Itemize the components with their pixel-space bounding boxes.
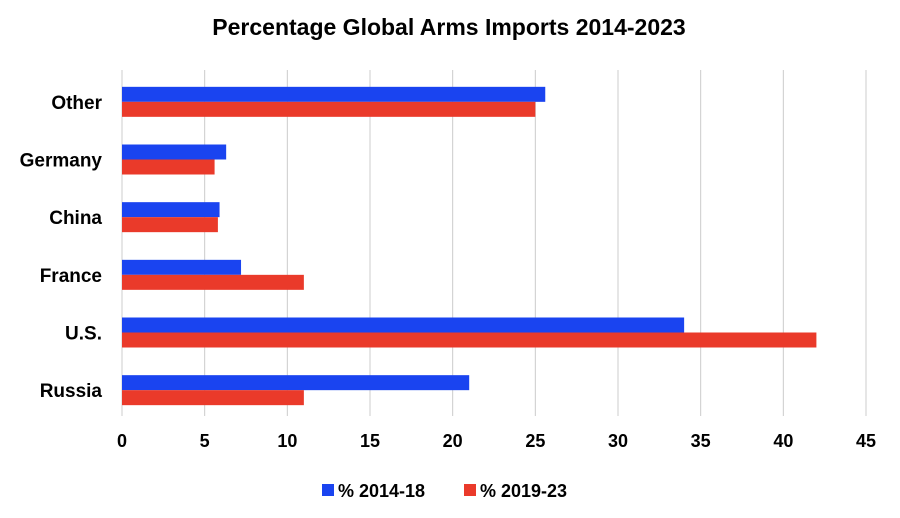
legend-swatch-2019-23 (464, 484, 476, 496)
legend-swatch-2014-18 (322, 484, 334, 496)
bar-germany-series-2 (122, 159, 215, 175)
x-tick-label: 10 (277, 431, 297, 451)
category-label: Germany (20, 151, 103, 172)
bars (122, 86, 817, 406)
category-label: China (49, 208, 102, 229)
x-tick-label: 45 (856, 431, 876, 451)
bar-russia-series-1 (122, 375, 470, 391)
x-tick-label: 25 (525, 431, 545, 451)
legend-label-2014-18: % 2014-18 (338, 481, 425, 501)
x-tick-label: 0 (117, 431, 127, 451)
bar-us-series-2 (122, 332, 817, 348)
bar-france-series-2 (122, 274, 304, 290)
category-label: Russia (40, 381, 103, 402)
legend-label-2019-23: % 2019-23 (480, 481, 567, 501)
x-tick-label: 30 (608, 431, 628, 451)
chart-title: Percentage Global Arms Imports 2014-2023 (212, 14, 685, 40)
bar-us-series-1 (122, 317, 685, 333)
x-tick-label: 35 (691, 431, 711, 451)
legend: % 2014-18 % 2019-23 (322, 481, 567, 501)
bar-russia-series-2 (122, 390, 304, 406)
x-tick-label: 5 (200, 431, 210, 451)
category-labels: Russia U.S. France China Germany Other (20, 93, 103, 402)
x-tick-label: 20 (443, 431, 463, 451)
category-label: Other (51, 93, 102, 114)
bar-other-series-2 (122, 101, 536, 117)
bar-china-series-1 (122, 202, 220, 218)
x-axis-tick-labels: 0 5 10 15 20 25 30 35 40 45 (117, 431, 876, 451)
bar-france-series-1 (122, 259, 242, 275)
bar-germany-series-1 (122, 144, 227, 160)
gridlines (121, 70, 867, 416)
bar-china-series-2 (122, 217, 218, 233)
x-tick-label: 40 (773, 431, 793, 451)
bar-other-series-1 (122, 86, 546, 102)
category-label: U.S. (65, 324, 102, 345)
category-label: France (40, 266, 102, 287)
x-tick-label: 15 (360, 431, 380, 451)
